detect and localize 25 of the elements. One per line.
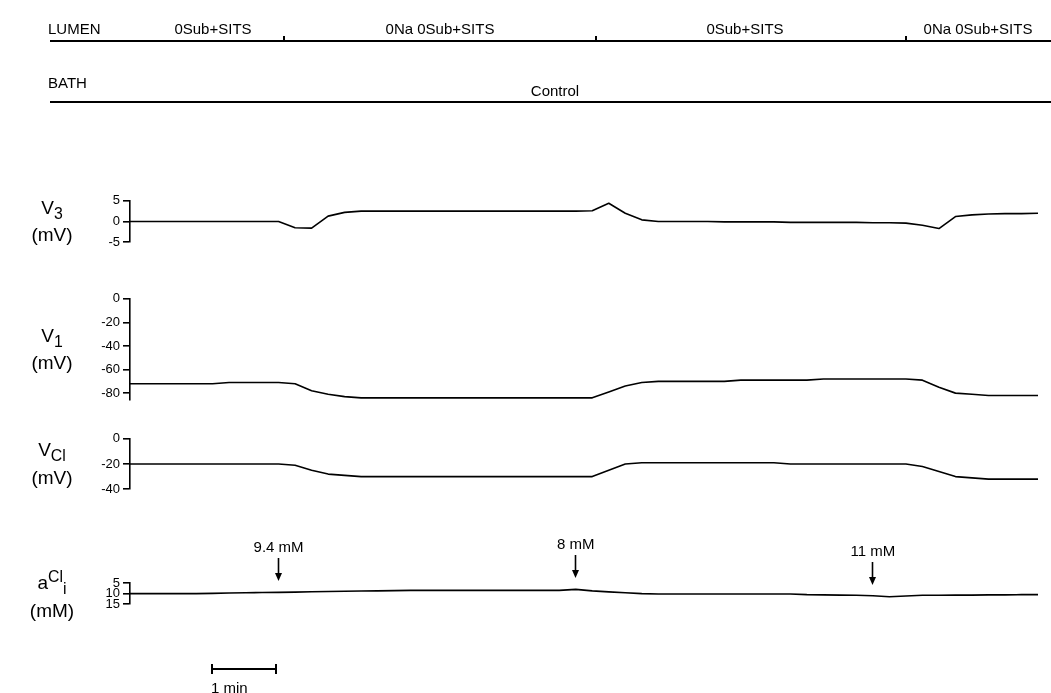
y-tick-label: -80 [101,384,120,400]
y-tick-label: 5 [112,192,120,208]
text: 1 min [211,679,248,693]
y-axis-title: V$_{1}$ (mV) [30,324,74,375]
y-tick-label: -60 [101,361,120,377]
annotation: 11 mM [850,541,896,559]
y-tick-label: -5 [108,233,120,249]
y-tick-label: -20 [101,455,120,471]
y-tick-label: 0 [112,213,120,229]
text: BATH [48,74,87,91]
annotation: 9.4 mM [253,538,304,556]
text: 0Na 0Sub+SITS [923,20,1033,37]
annotation: 8 mM [557,535,595,553]
text: 0Sub+SITS [706,20,784,37]
y-axis-title: V$_{Cl}$ (mV) [30,439,74,489]
text: Control [530,82,580,99]
text: 0Sub+SITS [174,20,252,37]
text: 0Na 0Sub+SITS [385,20,495,37]
y-tick-label: 0 [112,430,120,446]
y-tick-label: 0 [112,290,120,306]
text: LUMEN [48,20,101,37]
y-tick-label: -40 [101,480,120,496]
y-tick-label: -20 [101,313,120,329]
y-tick-label: -40 [101,337,120,353]
y-axis-title: V$_{3}$ (mV) [30,196,74,247]
